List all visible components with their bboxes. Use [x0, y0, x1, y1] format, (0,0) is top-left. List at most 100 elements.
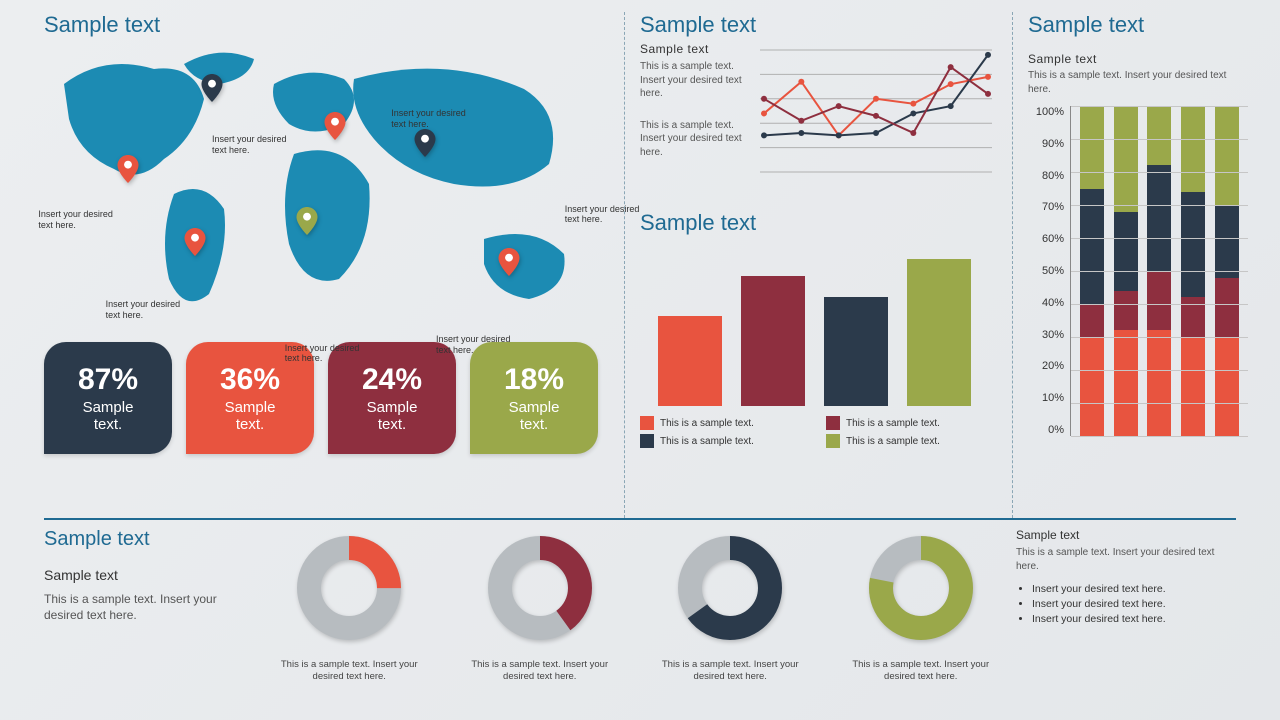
kpi-percent: 18% [470, 363, 598, 397]
donut-right-text: Sample text This is a sample text. Inser… [1016, 528, 1236, 708]
donut-row: This is a sample text. Insert your desir… [254, 528, 1016, 708]
ytick-label: 20% [1028, 360, 1064, 372]
kpi-label: Sampletext. [328, 399, 456, 434]
legend-item: This is a sample text. [826, 416, 996, 430]
stacked-subtitle: Sample text [1028, 52, 1248, 66]
ytick-label: 10% [1028, 392, 1064, 404]
kpi-label: Sampletext. [470, 399, 598, 434]
line-bar-panel: Sample text Sample text This is a sample… [640, 12, 996, 448]
stacked-segment [1215, 205, 1239, 278]
kpi-percent: 87% [44, 363, 172, 397]
bar [741, 276, 805, 406]
legend-swatch [640, 416, 654, 430]
kpi-percent: 36% [186, 363, 314, 397]
kpi-tile: 18% Sampletext. [470, 342, 598, 454]
legend-item: This is a sample text. [640, 434, 810, 448]
donut-bullets: Insert your desired text here. Insert you… [1016, 583, 1236, 625]
donut-chart: This is a sample text. Insert your desir… [264, 528, 434, 684]
bar [907, 259, 971, 406]
ytick-label: 40% [1028, 297, 1064, 309]
stacked-segment [1114, 330, 1138, 436]
donut-desc: This is a sample text. Insert your desir… [44, 591, 254, 623]
donut-subtitle: Sample text [44, 567, 254, 583]
map-pin-icon [296, 207, 318, 235]
stacked-title: Sample text [1028, 12, 1248, 38]
bullet-item: Insert your desired text here. [1032, 598, 1236, 610]
divider-vertical-1 [624, 12, 625, 518]
stacked-y-axis: 100% 90% 80% 70% 60% 50% 40% 30% 20% 10% 0% [1028, 106, 1070, 436]
stacked-segment [1147, 106, 1171, 165]
stacked-segment [1080, 106, 1104, 189]
line-chart [760, 46, 992, 176]
line-desc-2: This is a sample text. Insert your desir… [640, 119, 750, 160]
world-map: Insert your desired text here. Insert you… [44, 44, 604, 334]
stacked-segment [1181, 337, 1205, 436]
stacked-chart: 100% 90% 80% 70% 60% 50% 40% 30% 20% 10% 0% [1028, 106, 1248, 436]
bullet-item: Insert your desired text here. [1032, 613, 1236, 625]
line-title: Sample text [640, 12, 996, 38]
bar-legend: This is a sample text. This is a sample t… [640, 416, 996, 448]
line-chart-box: Sample text This is a sample text. Inser… [640, 42, 996, 192]
map-caption: Insert your desired text here. [212, 134, 302, 156]
map-pin-icon [184, 228, 206, 256]
donut-right-heading: Sample text [1016, 528, 1236, 542]
ytick-label: 70% [1028, 201, 1064, 213]
donut-caption: This is a sample text. Insert your desir… [836, 659, 1006, 684]
map-caption: Insert your desired text here. [436, 334, 526, 356]
donut-title: Sample text [44, 528, 254, 551]
legend-swatch [826, 434, 840, 448]
bar [658, 316, 722, 406]
donut-chart: This is a sample text. Insert your desir… [645, 528, 815, 684]
legend-item: This is a sample text. [826, 434, 996, 448]
divider-vertical-2 [1012, 12, 1013, 518]
stacked-segment [1114, 212, 1138, 291]
map-pin-icon [498, 248, 520, 276]
map-title: Sample text [44, 12, 604, 38]
ytick-label: 90% [1028, 138, 1064, 150]
stacked-panel: Sample text Sample text This is a sample… [1028, 12, 1248, 436]
map-caption: Insert your desired text here. [391, 108, 481, 130]
map-caption: Insert your desired text here. [285, 343, 375, 365]
legend-swatch [826, 416, 840, 430]
ytick-label: 100% [1028, 106, 1064, 118]
donut-caption: This is a sample text. Insert your desir… [264, 659, 434, 684]
ytick-label: 80% [1028, 170, 1064, 182]
ytick-label: 50% [1028, 265, 1064, 277]
ytick-label: 60% [1028, 233, 1064, 245]
ytick-label: 30% [1028, 329, 1064, 341]
donut-right-desc: This is a sample text. Insert your desir… [1016, 546, 1236, 573]
donut-panel: Sample text Sample text This is a sample… [44, 528, 1236, 708]
stacked-segment [1215, 278, 1239, 337]
bullet-item: Insert your desired text here. [1032, 583, 1236, 595]
kpi-label: Sampletext. [44, 399, 172, 434]
map-panel: Sample text Insert your desired text her… [44, 12, 604, 454]
stacked-segment [1215, 337, 1239, 436]
map-caption: Insert your desired text here. [38, 209, 128, 231]
stacked-grid [1070, 106, 1248, 436]
map-caption: Insert your desired text here. [106, 299, 196, 321]
map-pin-icon [414, 129, 436, 157]
line-subtitle: Sample text [640, 42, 750, 56]
donut-caption: This is a sample text. Insert your desir… [645, 659, 815, 684]
stacked-desc: This is a sample text. Insert your desir… [1028, 69, 1248, 96]
world-map-svg [44, 44, 604, 334]
divider-horizontal [44, 518, 1236, 520]
kpi-percent: 24% [328, 363, 456, 397]
line-desc-1: This is a sample text. Insert your desir… [640, 60, 750, 101]
stacked-segment [1147, 271, 1171, 330]
kpi-tile: 87% Sampletext. [44, 342, 172, 454]
stacked-segment [1215, 106, 1239, 205]
donut-chart: This is a sample text. Insert your desir… [455, 528, 625, 684]
stacked-segment [1114, 106, 1138, 212]
donut-chart: This is a sample text. Insert your desir… [836, 528, 1006, 684]
stacked-segment [1181, 192, 1205, 298]
stacked-segment [1080, 337, 1104, 436]
bar-chart [640, 246, 988, 406]
ytick-label: 0% [1028, 424, 1064, 436]
map-pin-icon [117, 155, 139, 183]
bar [824, 297, 888, 406]
map-pin-icon [201, 74, 223, 102]
bar-title: Sample text [640, 210, 996, 236]
stacked-segment [1181, 106, 1205, 192]
legend-item: This is a sample text. [640, 416, 810, 430]
